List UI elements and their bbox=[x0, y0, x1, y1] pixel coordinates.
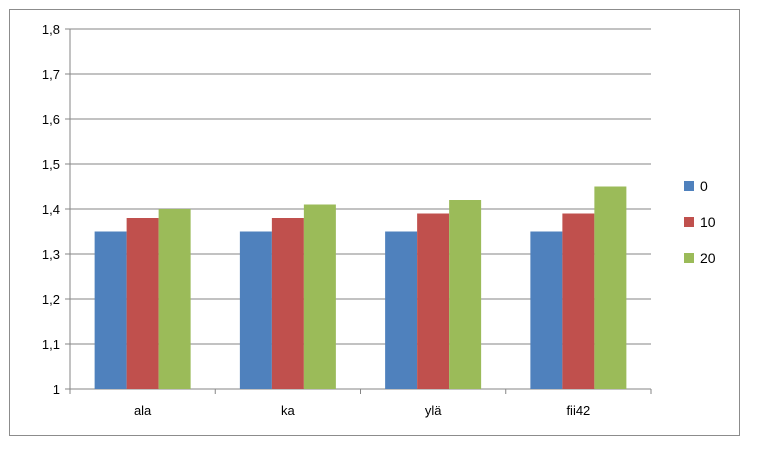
bar-ala-0 bbox=[94, 231, 127, 389]
legend-swatch-0 bbox=[684, 181, 694, 191]
bar-ka-0 bbox=[239, 231, 272, 389]
bar-fii42-20 bbox=[594, 186, 627, 389]
y-tick-label: 1 bbox=[53, 382, 60, 397]
y-tick-label: 1,1 bbox=[42, 337, 60, 352]
bar-ka-10 bbox=[271, 218, 304, 389]
y-tick-label: 1,3 bbox=[42, 247, 60, 262]
x-tick-labels: ala ka ylä fii42 bbox=[134, 403, 590, 418]
bar-ylä-10 bbox=[417, 213, 450, 389]
x-tick-label: ala bbox=[134, 403, 152, 418]
legend-swatch-10 bbox=[684, 217, 694, 227]
legend-label-10: 10 bbox=[700, 214, 716, 230]
y-tick-label: 1,7 bbox=[42, 67, 60, 82]
legend: 0 10 20 bbox=[684, 178, 716, 266]
bar-fii42-0 bbox=[530, 231, 563, 389]
bar-fii42-10 bbox=[562, 213, 595, 389]
legend-swatch-20 bbox=[684, 253, 694, 263]
y-tick-labels: 1 1,1 1,2 1,3 1,4 1,5 1,6 1,7 1,8 bbox=[42, 22, 60, 397]
y-tick-label: 1,6 bbox=[42, 112, 60, 127]
legend-label-20: 20 bbox=[700, 250, 716, 266]
bar-ka-20 bbox=[303, 204, 336, 389]
x-tick-label: fii42 bbox=[566, 403, 590, 418]
bars bbox=[94, 186, 627, 389]
bar-ylä-20 bbox=[449, 200, 482, 389]
y-tick-label: 1,2 bbox=[42, 292, 60, 307]
y-tick-label: 1,8 bbox=[42, 22, 60, 37]
legend-label-0: 0 bbox=[700, 178, 708, 194]
bar-ala-20 bbox=[158, 209, 191, 389]
bar-ylä-0 bbox=[385, 231, 418, 389]
x-tick-label: ylä bbox=[425, 403, 442, 418]
y-tick-label: 1,4 bbox=[42, 202, 60, 217]
bar-ala-10 bbox=[126, 218, 159, 389]
y-tick-label: 1,5 bbox=[42, 157, 60, 172]
x-tick-label: ka bbox=[281, 403, 296, 418]
